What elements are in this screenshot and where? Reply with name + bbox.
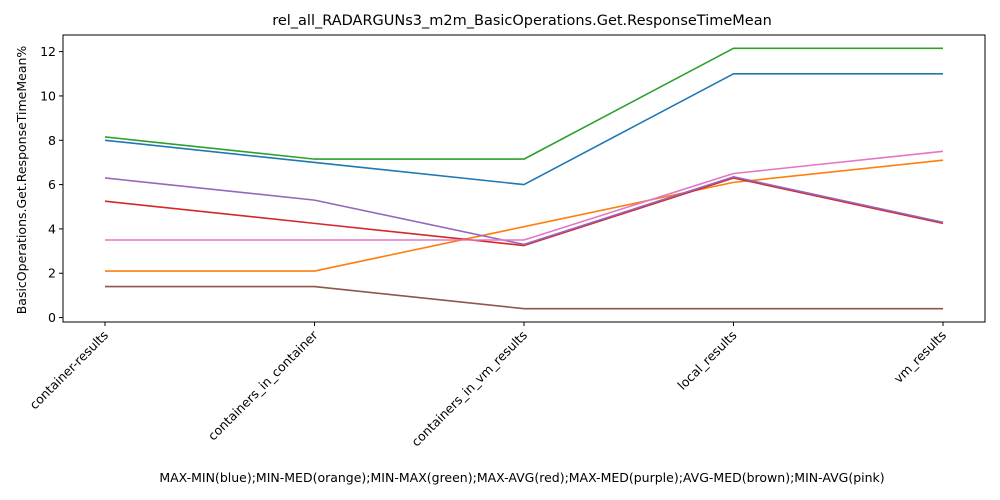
x-ticks: container-results containers_in_container… [26,322,949,449]
series-line-2 [105,159,944,272]
x-tick-label: vm_results [891,328,949,386]
series-line-7 [105,150,944,241]
y-tick-label: 2 [48,266,56,281]
x-tick-label: local_results [674,328,739,393]
y-tick-label: 6 [48,177,56,192]
x-tick-label: containers_in_vm_results [408,328,530,450]
series-line-6 [105,285,943,310]
series-line-3 [104,47,943,160]
y-tick-label: 0 [48,310,56,325]
x-tick-label: containers_in_container [205,327,321,443]
plot-lines [104,47,944,310]
series-line-1 [104,72,943,186]
y-tick-label: 4 [48,221,56,236]
series-line-4 [104,177,944,247]
x-tick-label: container-results [26,328,111,413]
plot-frame [62,34,986,323]
y-axis-label: BasicOperations.Get.ResponseTimeMean% [14,46,29,315]
y-tick-label: 12 [40,44,56,59]
y-ticks: 0 2 4 6 8 10 12 [40,44,63,325]
x-axis-label: MAX-MIN(blue);MIN-MED(orange);MIN-MAX(gr… [159,470,884,485]
y-tick-label: 10 [40,88,56,103]
chart-title: rel_all_RADARGUNs3_m2m_BasicOperations.G… [272,13,772,29]
series-line-5 [104,176,944,246]
y-tick-label: 8 [48,133,56,148]
